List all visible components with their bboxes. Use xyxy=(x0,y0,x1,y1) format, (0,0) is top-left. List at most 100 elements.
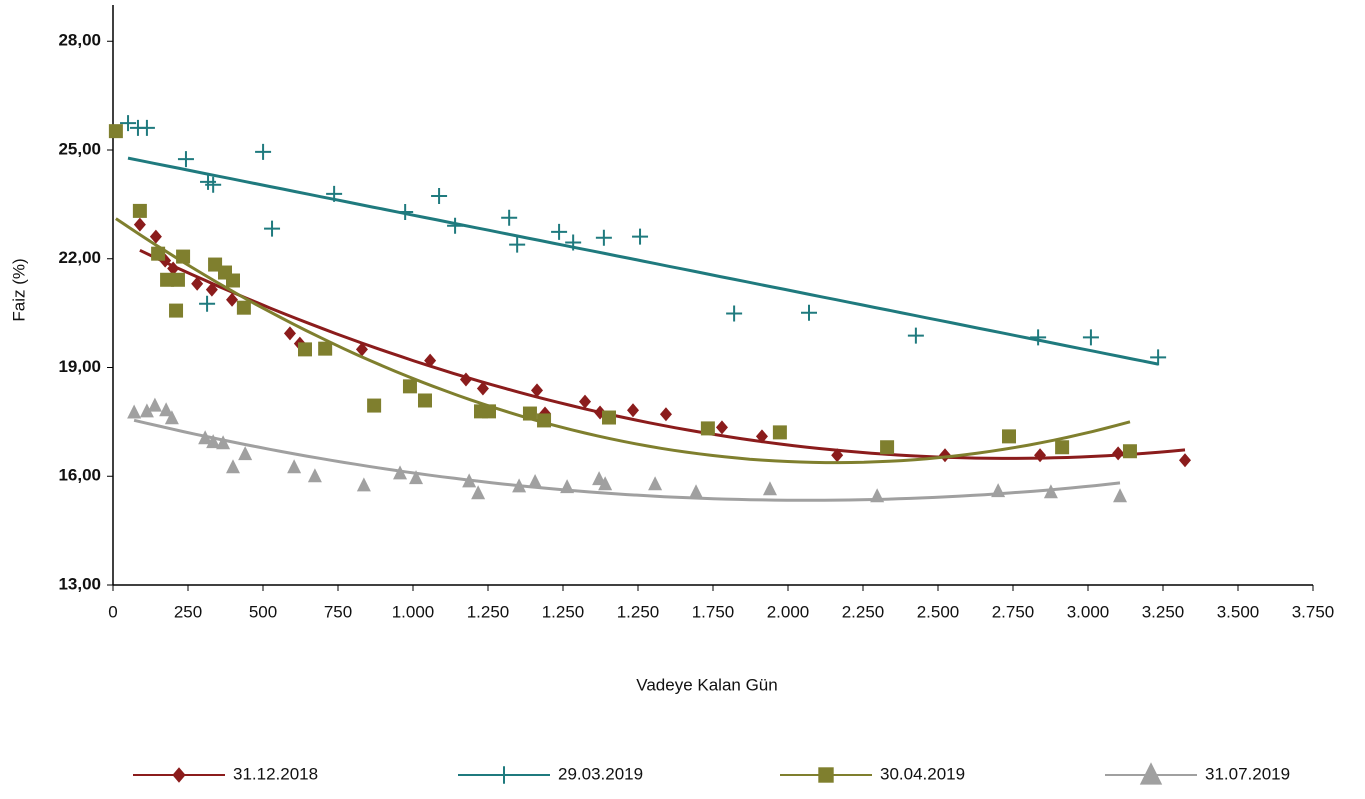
point xyxy=(164,410,179,425)
trend-line xyxy=(127,156,1159,366)
point xyxy=(216,435,231,450)
point xyxy=(482,404,496,419)
point xyxy=(409,470,424,485)
point xyxy=(170,272,185,287)
y-tick-label: 13,00 xyxy=(58,574,101,593)
point xyxy=(801,304,817,321)
point xyxy=(772,425,787,440)
point xyxy=(264,220,281,237)
y-axis-title: Faiz (%) xyxy=(9,258,28,321)
point xyxy=(238,446,253,461)
point xyxy=(476,381,489,396)
point xyxy=(326,185,343,202)
point xyxy=(424,353,437,368)
x-tick-label: 2.000 xyxy=(767,602,810,621)
point xyxy=(907,327,924,344)
point xyxy=(880,440,895,455)
point xyxy=(318,341,333,356)
point xyxy=(431,188,448,205)
point xyxy=(512,478,527,493)
point xyxy=(139,403,154,418)
x-tick-label: 2.500 xyxy=(917,602,960,621)
x-tick-label: 3.000 xyxy=(1067,602,1110,621)
point xyxy=(236,300,251,315)
point xyxy=(108,124,123,139)
point xyxy=(176,249,191,264)
point xyxy=(226,292,239,307)
point xyxy=(565,234,582,251)
point xyxy=(120,115,137,132)
point xyxy=(199,295,216,312)
point xyxy=(191,276,204,291)
point xyxy=(700,421,715,436)
point xyxy=(177,151,194,168)
point xyxy=(715,420,728,435)
point xyxy=(355,342,368,357)
point xyxy=(169,303,184,318)
point xyxy=(307,468,322,483)
y-tick-label: 22,00 xyxy=(58,248,101,267)
point xyxy=(602,410,616,425)
point xyxy=(255,143,272,160)
point xyxy=(522,406,537,421)
legend-marker xyxy=(818,767,834,783)
legend-label: 30.04.2019 xyxy=(880,764,965,783)
legend-marker xyxy=(172,767,186,783)
point xyxy=(226,273,240,288)
x-tick-label: 1.000 xyxy=(392,602,435,621)
point xyxy=(459,372,472,387)
point xyxy=(579,394,591,409)
point xyxy=(1002,429,1016,444)
point xyxy=(632,228,649,245)
point xyxy=(283,326,296,341)
x-tick-label: 0 xyxy=(108,602,117,621)
point xyxy=(205,176,222,193)
point xyxy=(226,459,240,474)
x-tick-label: 2.750 xyxy=(992,602,1035,621)
point xyxy=(595,229,612,246)
point xyxy=(1122,444,1137,459)
x-axis-title: Vadeye Kalan Gün xyxy=(636,675,777,694)
y-tick-label: 19,00 xyxy=(58,357,101,376)
point xyxy=(471,485,486,500)
point xyxy=(167,261,180,276)
point xyxy=(287,459,302,474)
point xyxy=(418,393,432,408)
x-tick-label: 1.250 xyxy=(617,602,660,621)
point xyxy=(648,476,663,491)
point xyxy=(206,434,221,449)
legend-marker xyxy=(495,766,513,784)
point xyxy=(689,484,704,499)
legend-label: 31.07.2019 xyxy=(1205,764,1290,783)
point xyxy=(397,203,414,220)
x-tick-label: 500 xyxy=(249,602,277,621)
point xyxy=(393,465,408,480)
point xyxy=(1034,448,1047,463)
point xyxy=(1030,329,1047,346)
point xyxy=(402,379,417,394)
x-tick-label: 1.250 xyxy=(467,602,510,621)
point xyxy=(198,430,213,445)
point xyxy=(160,272,175,287)
point xyxy=(147,397,162,412)
point xyxy=(149,229,162,244)
point xyxy=(726,305,743,322)
x-tick-label: 1.250 xyxy=(542,602,585,621)
point xyxy=(762,481,777,496)
point xyxy=(1055,440,1070,455)
point xyxy=(367,398,382,413)
point xyxy=(598,476,613,491)
point xyxy=(531,383,543,398)
x-tick-label: 3.250 xyxy=(1142,602,1185,621)
point xyxy=(205,282,218,297)
legend-label: 31.12.2018 xyxy=(233,764,318,783)
point xyxy=(462,473,477,488)
point xyxy=(1113,488,1128,503)
point xyxy=(537,413,552,428)
point xyxy=(831,448,844,463)
point xyxy=(132,203,147,218)
point xyxy=(501,209,518,226)
point xyxy=(551,223,568,240)
